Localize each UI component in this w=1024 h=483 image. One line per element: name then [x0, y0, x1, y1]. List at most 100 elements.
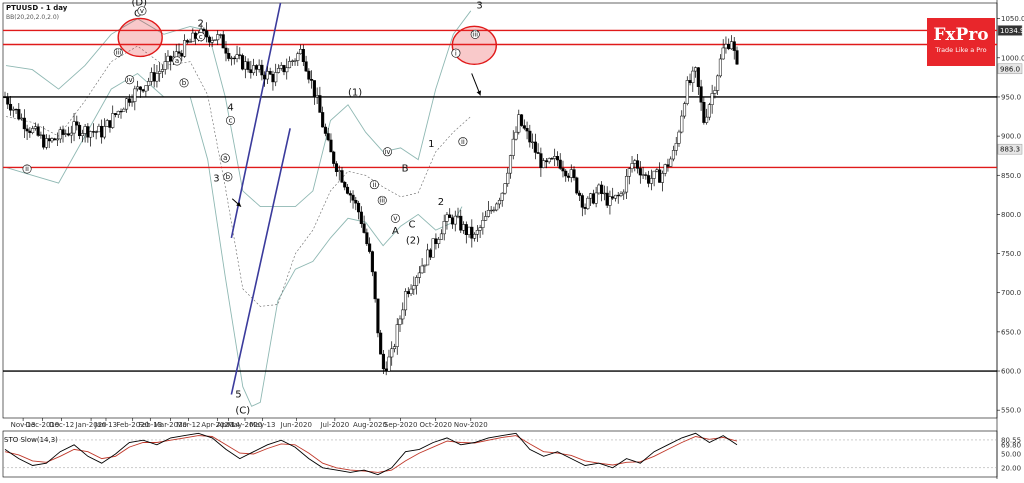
candle-bull — [290, 60, 294, 62]
candle-bear — [351, 194, 355, 201]
bollinger-middle-band — [5, 45, 472, 307]
subwave-label: b — [182, 79, 187, 87]
candle-bull — [602, 192, 606, 195]
wave-label: (1) — [348, 87, 362, 98]
candle-bull — [467, 226, 471, 235]
subwave-label: iv — [384, 148, 390, 156]
candle-bull — [133, 88, 137, 102]
candle-bull — [89, 131, 93, 138]
candle-bull — [229, 57, 234, 60]
candle-bull — [478, 227, 482, 231]
date-label: Mar-12 — [176, 421, 200, 429]
candle-bull — [439, 233, 443, 240]
candle-bull — [594, 192, 598, 204]
candle-bull — [685, 80, 689, 104]
candle-bear — [381, 353, 385, 370]
date-label: May-2020 — [228, 421, 263, 429]
candle-bull — [11, 108, 15, 111]
price-tick-label: 1000.0 — [1001, 54, 1024, 62]
candle-bull — [586, 197, 590, 209]
candle-bull — [547, 158, 551, 163]
subwave-label: ii — [25, 165, 29, 173]
candle-bear — [263, 74, 267, 80]
candle-bear — [450, 217, 455, 225]
candle-bear — [732, 41, 736, 51]
candle-bear — [370, 251, 374, 273]
wave-label: 4 — [227, 102, 233, 113]
candle-bull — [276, 68, 281, 73]
subwave-label: iv — [127, 76, 133, 84]
candle-bull — [252, 65, 256, 74]
candle-bull — [682, 103, 687, 117]
candle-bear — [301, 49, 305, 62]
candle-bear — [268, 71, 272, 75]
candle-bull — [652, 170, 656, 179]
candle-bull — [445, 214, 449, 222]
candle-bull — [423, 264, 427, 267]
candle-bear — [321, 112, 325, 128]
candle-bull — [553, 156, 557, 159]
candle-bull — [660, 173, 664, 183]
candle-bear — [605, 192, 609, 206]
candle-bear — [658, 169, 662, 183]
wave-label: C — [409, 220, 416, 231]
candle-bull — [401, 309, 405, 320]
candle-bull — [158, 71, 162, 74]
candle-bear — [644, 174, 648, 176]
candle-bear — [318, 95, 322, 113]
price-tick-label: 700.0 — [1001, 289, 1021, 297]
sto-tick-label: 50.00 — [1001, 451, 1021, 459]
date-label: Oct-2020 — [420, 421, 452, 429]
candle-bull — [671, 150, 676, 160]
candle-bear — [66, 133, 71, 136]
subwave-circle — [125, 75, 135, 85]
bollinger-lower-band — [5, 72, 463, 407]
candle-bull — [489, 209, 493, 212]
candle-bull — [122, 108, 126, 112]
candle-bull — [111, 113, 115, 128]
candle-bull — [182, 40, 187, 57]
highlight-ellipse — [451, 25, 498, 65]
candle-bull — [649, 178, 653, 184]
candle-bear — [578, 192, 582, 196]
candle-bull — [710, 93, 714, 105]
price-tick-label: 1050.0 — [1001, 15, 1024, 23]
candle-bear — [180, 53, 184, 57]
candle-bear — [127, 98, 131, 103]
candle-bull — [426, 249, 430, 266]
candle-bear — [91, 131, 95, 133]
candle-bull — [633, 160, 637, 164]
candle-bear — [647, 175, 651, 184]
candle-bear — [558, 159, 562, 169]
date-label: Apr-14 — [217, 421, 241, 429]
candle-bull — [597, 184, 601, 194]
candle-bull — [218, 34, 223, 36]
bollinger-upper-band — [5, 10, 472, 208]
candle-bull — [431, 238, 435, 258]
candle-bull — [415, 277, 419, 286]
candle-bull — [569, 169, 573, 178]
candle-bull — [102, 126, 106, 138]
candle-bear — [224, 47, 228, 54]
candle-bear — [152, 72, 156, 82]
candle-bear — [282, 65, 286, 73]
subwave-label: v — [140, 7, 144, 15]
candle-bear — [14, 108, 18, 111]
date-label: Apr-2020 — [201, 421, 233, 429]
candle-bull — [279, 65, 283, 69]
candle-bear — [522, 125, 526, 129]
candle-bear — [583, 207, 587, 209]
candle-bull — [677, 131, 681, 144]
candle-bear — [406, 291, 410, 295]
candle-bull — [630, 163, 634, 169]
candle-bull — [44, 138, 48, 148]
subwave-circle — [226, 115, 236, 125]
candle-bear — [428, 249, 432, 258]
subwave-label: a — [175, 57, 179, 65]
date-label: Nov-13 — [11, 421, 36, 429]
candle-bull — [663, 164, 667, 174]
date-label: Jan-2020 — [74, 421, 106, 429]
date-label: Nov-2020 — [454, 421, 488, 429]
candle-bear — [365, 232, 369, 245]
candle-bull — [655, 169, 659, 172]
